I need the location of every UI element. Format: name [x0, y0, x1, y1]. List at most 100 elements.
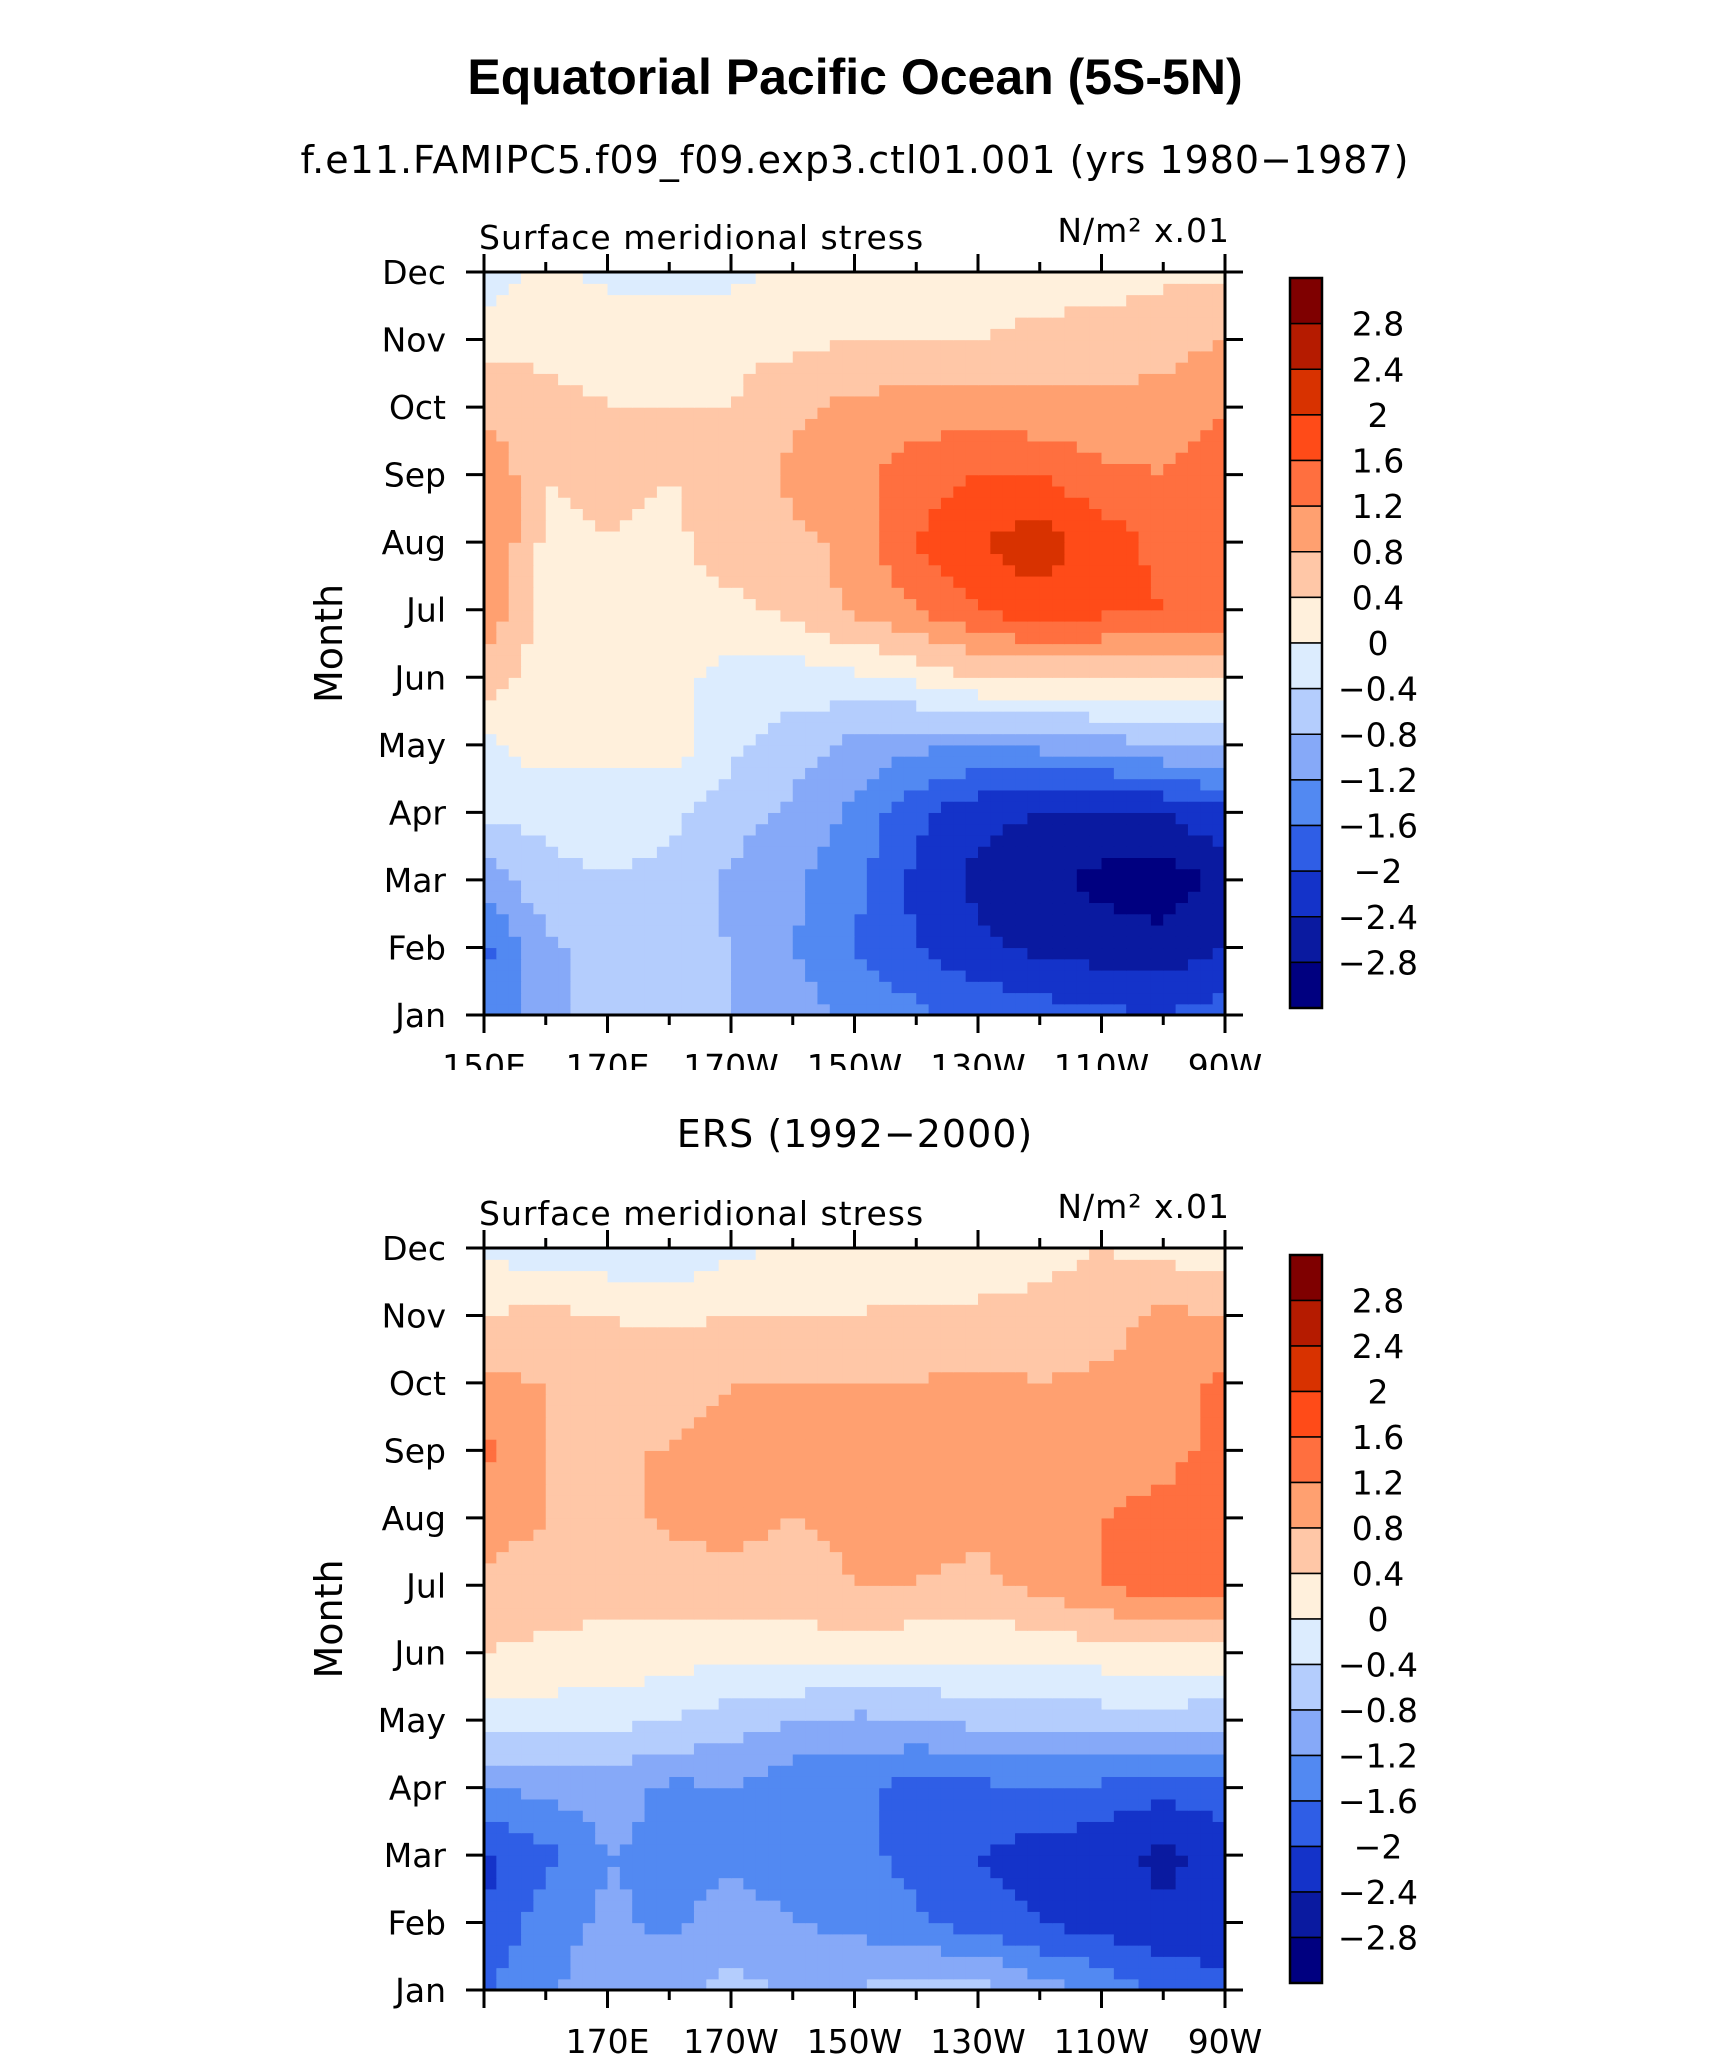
contour-cell: [521, 801, 534, 813]
contour-cell: [619, 947, 633, 960]
contour-cell: [1064, 913, 1078, 926]
contour-cell: [558, 801, 572, 813]
contour-cell: [1015, 936, 1028, 949]
contour-cell: [953, 699, 967, 712]
contour-cell: [1101, 1855, 1115, 1867]
contour-cell: [693, 587, 707, 600]
contour-cell: [570, 834, 584, 847]
contour-cell: [607, 1003, 621, 1016]
contour-cell: [780, 936, 794, 949]
contour-cell: [595, 936, 609, 949]
contour-cell: [978, 1855, 991, 1867]
contour-cell: [619, 632, 633, 645]
contour-cell: [965, 913, 979, 926]
contour-cell: [879, 992, 893, 1005]
contour-cell: [632, 666, 646, 678]
contour-cell: [496, 699, 510, 712]
contour-cell: [718, 1877, 732, 1890]
contour-cell: [792, 643, 806, 656]
contour-cell: [545, 1967, 559, 1980]
contour-cell: [891, 823, 905, 836]
contour-cell: [508, 1866, 522, 1879]
contour-cell: [706, 666, 720, 678]
contour-cell: [965, 992, 979, 1005]
contour-cell: [632, 767, 646, 780]
contour-cell: [1163, 1967, 1177, 1980]
contour-cell: [1015, 587, 1028, 600]
contour-cell: [1163, 564, 1177, 577]
contour-cell: [1212, 699, 1226, 712]
contour-cell: [1089, 699, 1103, 712]
contour-cell: [1150, 1900, 1164, 1912]
contour-cell: [693, 722, 707, 735]
contour-cell: [669, 778, 683, 791]
contour-cell: [829, 1945, 843, 1957]
contour-cell: [854, 969, 868, 982]
contour-cell: [1175, 564, 1189, 577]
contour-cell: [903, 711, 917, 723]
contour-cell: [1187, 801, 1201, 813]
contour-cell: [1039, 722, 1053, 735]
contour-cell: [607, 868, 621, 881]
contour-cell: [533, 1003, 547, 1016]
contour-cell: [1002, 1821, 1016, 1834]
contour-cell: [978, 936, 991, 949]
contour-cell: [965, 1003, 979, 1016]
contour-cell: [854, 1888, 868, 1901]
contour-cell: [1138, 564, 1152, 577]
contour-cell: [755, 711, 769, 723]
contour-cell: [1212, 936, 1226, 949]
contour-cell: [965, 688, 979, 701]
contour-cell: [940, 756, 954, 768]
contour-cell: [829, 1003, 843, 1016]
contour-cell: [743, 598, 757, 611]
contour-cell: [965, 924, 979, 937]
contour-cell: [681, 609, 695, 622]
contour-cell: [632, 1003, 646, 1016]
contour-cell: [595, 1911, 609, 1924]
contour-cell: [1064, 924, 1078, 937]
contour-cell: [866, 992, 880, 1005]
contour-cell: [1163, 1855, 1177, 1867]
contour-cell: [619, 902, 633, 915]
contour-cell: [1015, 632, 1028, 645]
contour-cell: [496, 947, 510, 960]
contour-cell: [545, 1877, 559, 1890]
contour-cell: [1064, 1911, 1078, 1924]
contour-cell: [1039, 598, 1053, 611]
contour-cell: [656, 834, 670, 847]
contour-cell: [805, 789, 819, 802]
contour-cell: [570, 1945, 584, 1957]
contour-cell: [607, 789, 621, 802]
contour-cell: [1052, 1956, 1066, 1969]
contour-cell: [1076, 1967, 1090, 1980]
contour-cell: [1076, 1911, 1090, 1924]
contour-cell: [644, 1843, 658, 1856]
contour-cell: [706, 767, 720, 780]
contour-cell: [1113, 587, 1127, 600]
contour-cell: [582, 575, 596, 588]
contour-cell: [1138, 654, 1152, 667]
contour-cell: [1200, 823, 1214, 836]
contour-cell: [1175, 1866, 1189, 1879]
contour-cell: [1089, 598, 1103, 611]
contour-cell: [1200, 733, 1214, 746]
contour-cell: [1150, 834, 1164, 847]
contour-cell: [1175, 924, 1189, 937]
contour-cell: [693, 1922, 707, 1935]
contour-cell: [953, 654, 967, 667]
contour-cell: [1150, 924, 1164, 937]
contour-cell: [1027, 801, 1041, 813]
contour-cell: [792, 857, 806, 870]
contour-cell: [903, 1967, 917, 1980]
contour-cell: [731, 1911, 744, 1924]
contour-cell: [1052, 812, 1066, 825]
contour-cell: [1052, 744, 1066, 757]
contour-cell: [693, 1810, 707, 1822]
contour-cell: [780, 564, 794, 577]
contour-cell: [928, 744, 942, 757]
contour-cell: [928, 699, 942, 712]
contour-cell: [755, 1956, 769, 1969]
contour-cell: [681, 778, 695, 791]
contour-cell: [681, 564, 695, 577]
